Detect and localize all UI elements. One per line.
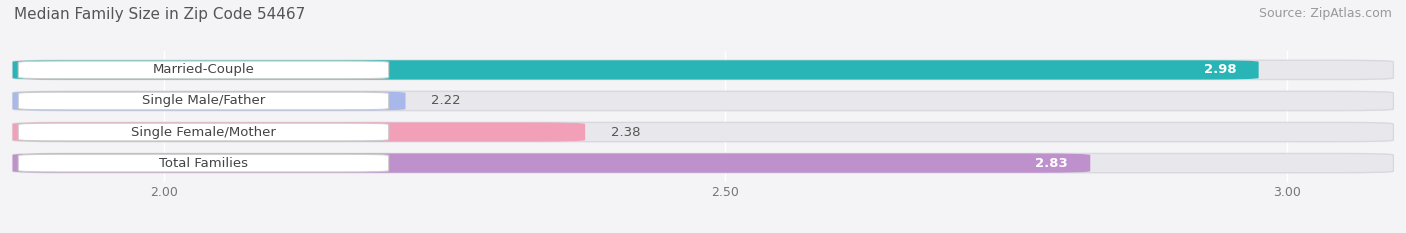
FancyBboxPatch shape [13, 154, 1393, 173]
Text: 2.22: 2.22 [432, 94, 461, 107]
Text: Single Male/Father: Single Male/Father [142, 94, 266, 107]
FancyBboxPatch shape [13, 154, 1090, 173]
FancyBboxPatch shape [13, 122, 1393, 142]
FancyBboxPatch shape [13, 60, 1258, 79]
FancyBboxPatch shape [13, 91, 405, 111]
FancyBboxPatch shape [18, 123, 388, 141]
Text: Single Female/Mother: Single Female/Mother [131, 126, 276, 139]
Text: 2.38: 2.38 [612, 126, 641, 139]
FancyBboxPatch shape [18, 61, 388, 79]
FancyBboxPatch shape [13, 122, 585, 142]
FancyBboxPatch shape [18, 154, 388, 172]
FancyBboxPatch shape [18, 92, 388, 110]
FancyBboxPatch shape [13, 91, 1393, 111]
Text: Total Families: Total Families [159, 157, 247, 170]
Text: 2.83: 2.83 [1035, 157, 1067, 170]
Text: 2.98: 2.98 [1204, 63, 1236, 76]
FancyBboxPatch shape [13, 60, 1393, 79]
Text: Source: ZipAtlas.com: Source: ZipAtlas.com [1258, 7, 1392, 20]
Text: Median Family Size in Zip Code 54467: Median Family Size in Zip Code 54467 [14, 7, 305, 22]
Text: Married-Couple: Married-Couple [152, 63, 254, 76]
